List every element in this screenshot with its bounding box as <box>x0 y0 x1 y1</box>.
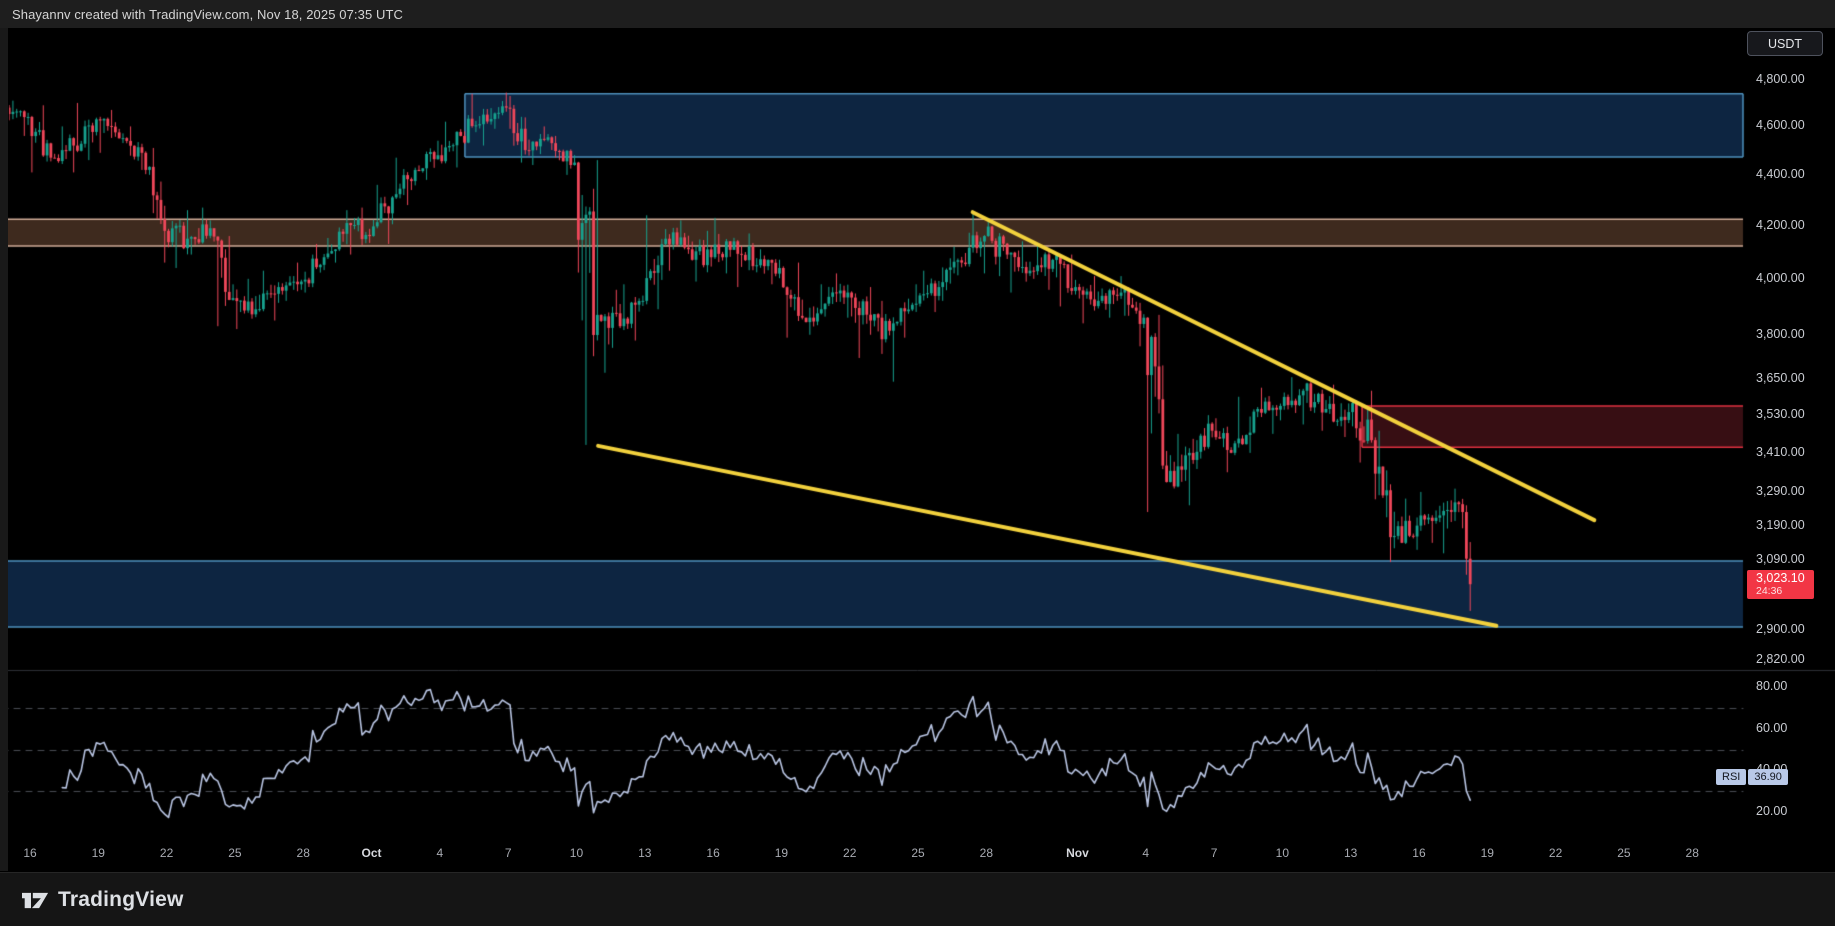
time-tick-label: 13 <box>1343 846 1358 860</box>
time-tick-label: 16 <box>1412 846 1426 860</box>
rsi-label: RSI <box>1716 768 1747 785</box>
time-tick-label: 19 <box>774 846 789 860</box>
plot-left-margin <box>0 28 8 871</box>
price-tick-label: 3,410.00 <box>1756 444 1805 459</box>
tradingview-logo-icon <box>22 892 49 908</box>
time-tick-label: 25 <box>1617 846 1631 860</box>
time-tick-label: 25 <box>228 846 242 860</box>
time-tick-label: 22 <box>1548 846 1563 860</box>
title-bar: Shayannv created with TradingView.com, N… <box>0 0 1835 28</box>
tradingview-logo[interactable]: TradingView <box>22 888 184 912</box>
symbol-currency-label: USDT <box>1767 36 1803 51</box>
time-axis[interactable]: 16 19 22 25 28 Oct 4 7 10 13 16 19 22 25 28 Nov 4 7 10 13 16… <box>0 843 1835 865</box>
time-tick-label: 16 <box>706 846 720 860</box>
time-tick-label: 4 <box>1142 846 1150 860</box>
price-axis[interactable]: 4,800.00 4,600.00 4,400.00 4,200.00 4,000.00… <box>1746 28 1835 670</box>
rsi-tick-label: 20.00 <box>1756 804 1788 819</box>
time-tick-label: 28 <box>1685 846 1699 860</box>
time-tick-label: 25 <box>911 846 925 860</box>
time-tick-label: 28 <box>296 846 310 860</box>
price-tick-label: 4,200.00 <box>1756 217 1805 232</box>
price-tick-label: 3,530.00 <box>1756 407 1805 422</box>
time-tick-label: 7 <box>504 846 512 860</box>
time-tick-label: Oct <box>361 846 382 860</box>
rsi-value-badge: RSI 36.90 <box>1716 768 1788 785</box>
bottom-brand-strip: TradingView <box>0 872 1835 926</box>
time-tick-label: 22 <box>843 846 857 860</box>
price-tick-label: 3,290.00 <box>1756 483 1805 498</box>
price-tick-label: 4,800.00 <box>1756 72 1805 86</box>
price-tick-label: 3,800.00 <box>1756 326 1805 341</box>
price-tick-label: 3,650.00 <box>1756 370 1805 385</box>
time-tick-label: Nov <box>1066 846 1089 860</box>
price-tick-label: 3,090.00 <box>1756 552 1805 567</box>
rsi-tick-label: 60.00 <box>1756 720 1788 735</box>
time-tick-label: 19 <box>1480 846 1494 860</box>
chart-attribution-text: Shayannv created with TradingView.com, N… <box>12 6 404 22</box>
price-tick-label: 4,600.00 <box>1756 118 1805 133</box>
time-tick-label: 28 <box>979 846 994 860</box>
time-tick-label: 19 <box>91 846 105 860</box>
time-tick-label: 22 <box>159 846 174 860</box>
price-tick-label: 4,400.00 <box>1756 166 1805 181</box>
bar-countdown: 24:36 <box>1756 584 1783 597</box>
time-tick-label: 4 <box>436 846 444 860</box>
price-tick-label: 2,900.00 <box>1756 621 1805 636</box>
price-tick-label: 3,190.00 <box>1756 517 1805 532</box>
time-tick-label: 10 <box>1275 846 1290 860</box>
symbol-currency-badge[interactable]: USDT <box>1747 31 1823 56</box>
tradingview-logo-text: TradingView <box>58 888 184 911</box>
time-tick-label: 10 <box>569 846 584 860</box>
price-tick-label: 4,000.00 <box>1756 270 1805 285</box>
time-tick-label: 13 <box>638 846 652 860</box>
rsi-tick-label: 80.00 <box>1756 679 1788 693</box>
time-tick-label: 7 <box>1210 846 1218 860</box>
price-tick-label: 2,820.00 <box>1756 652 1805 667</box>
last-price-value: 3,023.10 <box>1756 571 1805 586</box>
time-tick-label: 16 <box>23 846 37 860</box>
rsi-value: 36.90 <box>1748 768 1788 785</box>
last-price-tag: 3,023.10 24:36 <box>1747 570 1814 600</box>
